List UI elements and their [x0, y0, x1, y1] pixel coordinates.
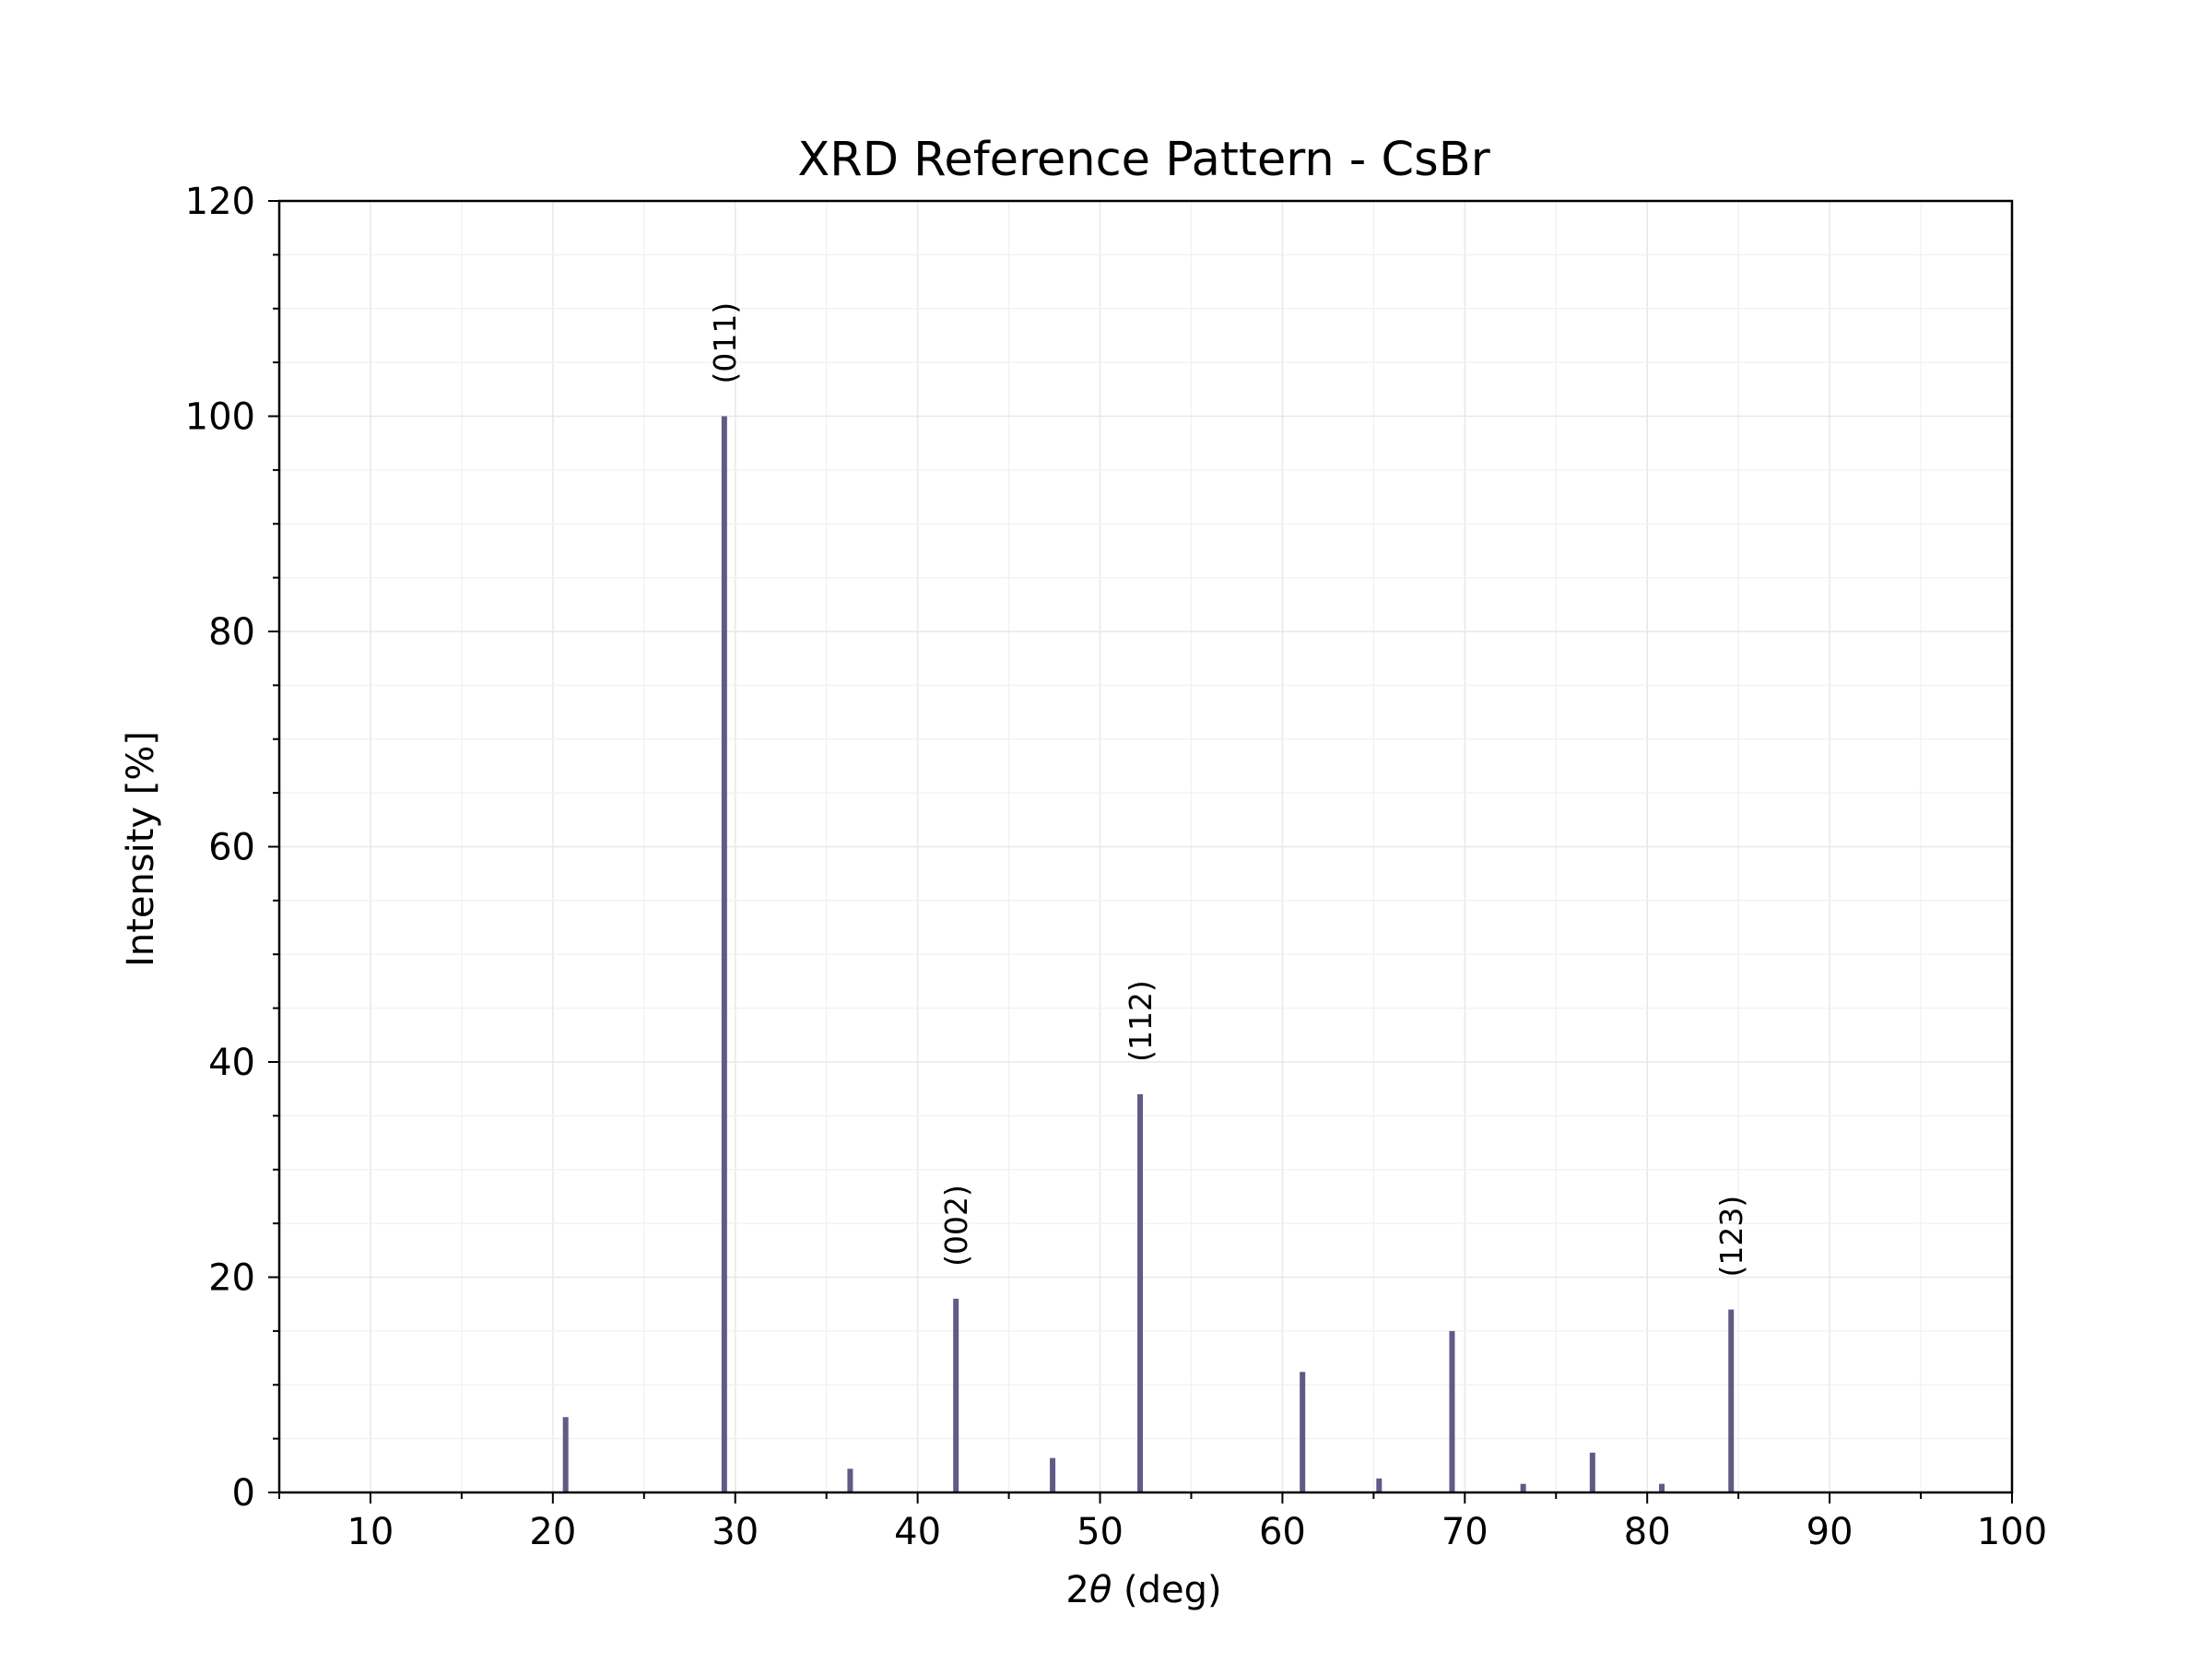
chart-title: XRD Reference Pattern - CsBr [797, 133, 1489, 187]
peak-bar [562, 1417, 569, 1492]
x-tick-label: 40 [894, 1511, 941, 1553]
peak-bar [1376, 1478, 1382, 1492]
x-tick-label: 70 [1441, 1511, 1488, 1553]
x-tick-label: 80 [1624, 1511, 1671, 1553]
y-axis-label: Intensity [%] [120, 731, 162, 967]
x-axis-label: 2θ (deg) [1065, 1569, 1221, 1611]
peak-bar [1137, 1094, 1144, 1492]
y-tick-label: 100 [185, 396, 255, 439]
x-axis-label-suffix: (deg) [1112, 1569, 1221, 1611]
y-tick-label: 0 [232, 1472, 255, 1515]
peak-bar [1659, 1483, 1665, 1492]
peak-label: (011) [707, 302, 743, 384]
x-tick-label: 60 [1259, 1511, 1306, 1553]
x-tick-label: 10 [347, 1511, 394, 1553]
peak-bar [721, 416, 727, 1492]
y-tick-label: 60 [208, 827, 255, 869]
peak-bar [953, 1298, 959, 1492]
x-tick-label: 100 [1977, 1511, 2047, 1553]
peak-bar [1728, 1309, 1735, 1492]
x-axis-label-symbol: θ [1089, 1569, 1112, 1611]
x-axis-ticks: 10 20 30 40 50 60 70 80 90 100 [278, 1492, 2047, 1553]
y-tick-label: 120 [185, 181, 255, 223]
peak-bar [847, 1468, 853, 1492]
x-tick-label: 30 [712, 1511, 759, 1553]
x-tick-label: 90 [1806, 1511, 1853, 1553]
y-tick-label: 20 [208, 1257, 255, 1300]
peak-bar [1050, 1457, 1056, 1492]
peak-bar [1520, 1483, 1526, 1492]
peak-bars [562, 416, 1735, 1492]
x-tick-label: 50 [1077, 1511, 1124, 1553]
peak-bar [1589, 1452, 1595, 1492]
y-tick-label: 40 [208, 1042, 255, 1084]
y-axis-ticks: 0 20 40 60 80 100 120 [185, 181, 279, 1515]
peak-label: (123) [1713, 1196, 1749, 1278]
x-tick-label: 20 [529, 1511, 576, 1553]
x-axis-label-prefix: 2 [1065, 1569, 1088, 1611]
y-tick-label: 80 [208, 611, 255, 654]
peak-labels: (011) (002) (112) (123) [707, 302, 1749, 1278]
peak-label: (112) [1123, 980, 1159, 1062]
peak-bar [1449, 1330, 1455, 1492]
peak-label: (002) [938, 1185, 974, 1267]
peak-bar [1300, 1372, 1306, 1492]
